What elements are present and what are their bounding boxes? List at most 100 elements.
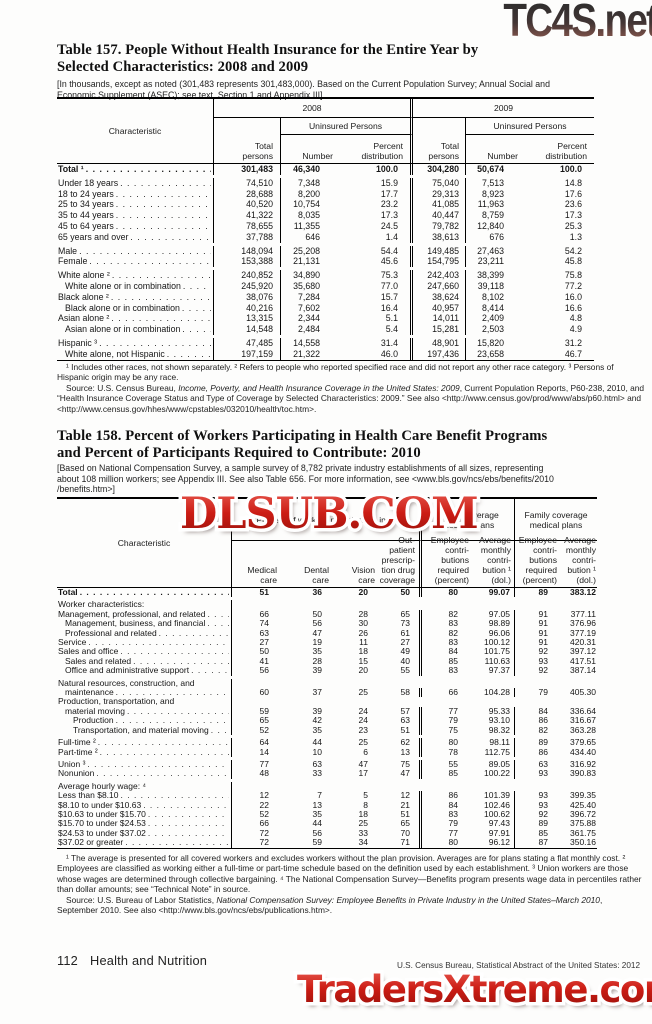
row-label: Management, business, and financial xyxy=(57,619,232,629)
row-label: $37.02 or greater xyxy=(57,838,232,848)
table-row: Full-time ² 64 44 25 62 80 98.11 89 379.65 xyxy=(57,737,597,748)
table-cell: 35 xyxy=(312,724,322,735)
table-cell: 28 xyxy=(312,655,322,666)
table-cell: 23.6 xyxy=(564,199,582,210)
table-cell: 79 xyxy=(448,818,458,829)
leader-dots xyxy=(133,657,229,666)
table-cell: 110.63 xyxy=(477,656,515,667)
column-group-single-coverage: Single coverage medical plans xyxy=(422,499,515,541)
table-cell: 383.12 xyxy=(570,587,596,597)
table-cell: 40,447 xyxy=(413,210,466,221)
table-cell: 38,613 xyxy=(413,231,466,243)
leader-dots xyxy=(79,246,211,257)
table-cell: 149,485 xyxy=(413,245,466,257)
table-cell: 39 xyxy=(312,705,322,716)
leader-dots xyxy=(116,210,211,221)
leader-dots xyxy=(111,292,211,303)
table-row: Office and administrative support 56 39 20 5… xyxy=(57,665,597,676)
table-cell: 7,513 xyxy=(481,177,504,188)
row-label-text: Male xyxy=(58,245,78,256)
row-label-text: Average hourly wage: ⁴ xyxy=(58,781,147,791)
leader-dots xyxy=(116,716,229,725)
row-label-text: 65 years and over xyxy=(58,231,129,242)
row-label: $15.70 to under $24.53 xyxy=(57,819,232,829)
table-cell: 17.3 xyxy=(564,210,582,221)
table-cell: 77 xyxy=(448,827,458,838)
page-footer: 112 Health and Nutrition xyxy=(57,953,207,968)
section-title: Health and Nutrition xyxy=(90,953,208,968)
table-cell: 104.28 xyxy=(477,687,515,698)
table-cell: 80 xyxy=(448,837,458,848)
leader-dots xyxy=(112,270,211,281)
row-label: Female xyxy=(57,256,214,268)
table-cell: 11,355 xyxy=(293,220,320,231)
table157-header: Characteristic 2008 2009 Total persons U… xyxy=(57,99,594,164)
table-cell: 66 xyxy=(448,687,458,698)
column-header-rx-coverage: Out- patient prescrip- tion drug coverag… xyxy=(379,535,422,587)
table-cell: 8,102 xyxy=(481,291,504,302)
table-cell: 93.10 xyxy=(477,715,515,726)
table-cell: 37,788 xyxy=(214,231,281,243)
table-cell: 35,680 xyxy=(293,280,320,291)
table-cell: 101.39 xyxy=(477,790,515,801)
leader-dots xyxy=(159,629,229,638)
table-cell: 112.75 xyxy=(477,747,515,757)
leader-dots xyxy=(120,178,211,189)
table-row: White alone or in combination 245,920 35,6… xyxy=(57,280,594,292)
table-cell: 15.7 xyxy=(347,291,413,303)
table-cell: 14 xyxy=(259,746,269,757)
column-header-medical-care: Medical care xyxy=(247,565,277,585)
table-row: 25 to 34 years 40,520 10,754 23.241,085 11,9… xyxy=(57,199,594,211)
table-cell: 45.8 xyxy=(564,256,582,267)
table-cell: 14,548 xyxy=(214,324,281,335)
footnote-text: ¹ The average is presented for all cover… xyxy=(57,853,642,895)
row-label-text: Professional and related xyxy=(65,628,157,638)
table-row: Under 18 years 74,510 7,348 15.975,040 7,513… xyxy=(57,177,594,189)
row-label-text: $15.70 to under $24.53 xyxy=(58,819,146,829)
table-cell: 73 xyxy=(379,618,422,629)
table-cell: 336.64 xyxy=(570,705,596,716)
source-prefix: Source: U.S. Bureau of Labor Statistics, xyxy=(66,894,217,905)
table-cell: 7,348 xyxy=(297,177,320,188)
leader-dots xyxy=(182,303,211,314)
table-row: Management, professional, and related 66 5… xyxy=(57,609,597,620)
row-label: Black alone ² xyxy=(57,291,214,303)
watermark-tradersxtreme: TradersXtreme.com TradersXtreme.com xyxy=(294,965,652,1015)
row-label: Transportation, and material moving xyxy=(57,725,232,736)
leader-dots xyxy=(120,647,229,656)
table-cell: 1.4 xyxy=(347,231,413,243)
table-cell: 350.16 xyxy=(570,837,596,848)
row-label-text: White alone or in combination xyxy=(65,280,181,291)
table-cell: 21,322 xyxy=(293,348,320,359)
table-cell: 47 xyxy=(358,758,368,769)
table-cell: 153,388 xyxy=(214,256,281,268)
table-cell: 5.4 xyxy=(347,324,413,335)
leader-dots xyxy=(125,838,229,847)
table-cell: 13 xyxy=(379,747,422,757)
table-cell: 96.12 xyxy=(477,837,515,848)
row-label-text: 35 to 44 years xyxy=(58,210,114,221)
table-row: Natural resources, construction, and xyxy=(57,678,597,689)
table-cell: 316.92 xyxy=(570,758,596,769)
leader-dots xyxy=(148,810,229,819)
leader-dots xyxy=(88,638,229,647)
table-cell: 87 xyxy=(538,837,548,848)
table-cell: 100.0 xyxy=(559,164,582,174)
table-cell: 48,901 xyxy=(413,337,466,349)
table-cell: 379.65 xyxy=(570,737,596,748)
table-cell: 84 xyxy=(448,646,458,657)
table-cell: 59 xyxy=(259,705,269,716)
row-label: $10.63 to under $15.70 xyxy=(57,809,232,820)
source-title-italic: National Compensation Survey: Employee B… xyxy=(216,894,600,905)
column-header-total-persons-2008: Total persons xyxy=(214,118,281,163)
column-header-characteristic: Characteristic xyxy=(57,499,232,587)
table-row: $10.63 to under $15.70 52 35 18 51 83 100.62 92… xyxy=(57,809,597,820)
table-cell: 21 xyxy=(379,800,422,810)
column-header-number-2009: Number xyxy=(487,151,518,161)
table-cell: 91 xyxy=(538,637,548,648)
leader-dots xyxy=(127,707,229,716)
table-cell: 102.46 xyxy=(477,800,515,810)
table-cell: 20 xyxy=(358,665,368,676)
table-cell: 45.6 xyxy=(347,256,413,268)
table-cell: 44 xyxy=(312,737,322,748)
